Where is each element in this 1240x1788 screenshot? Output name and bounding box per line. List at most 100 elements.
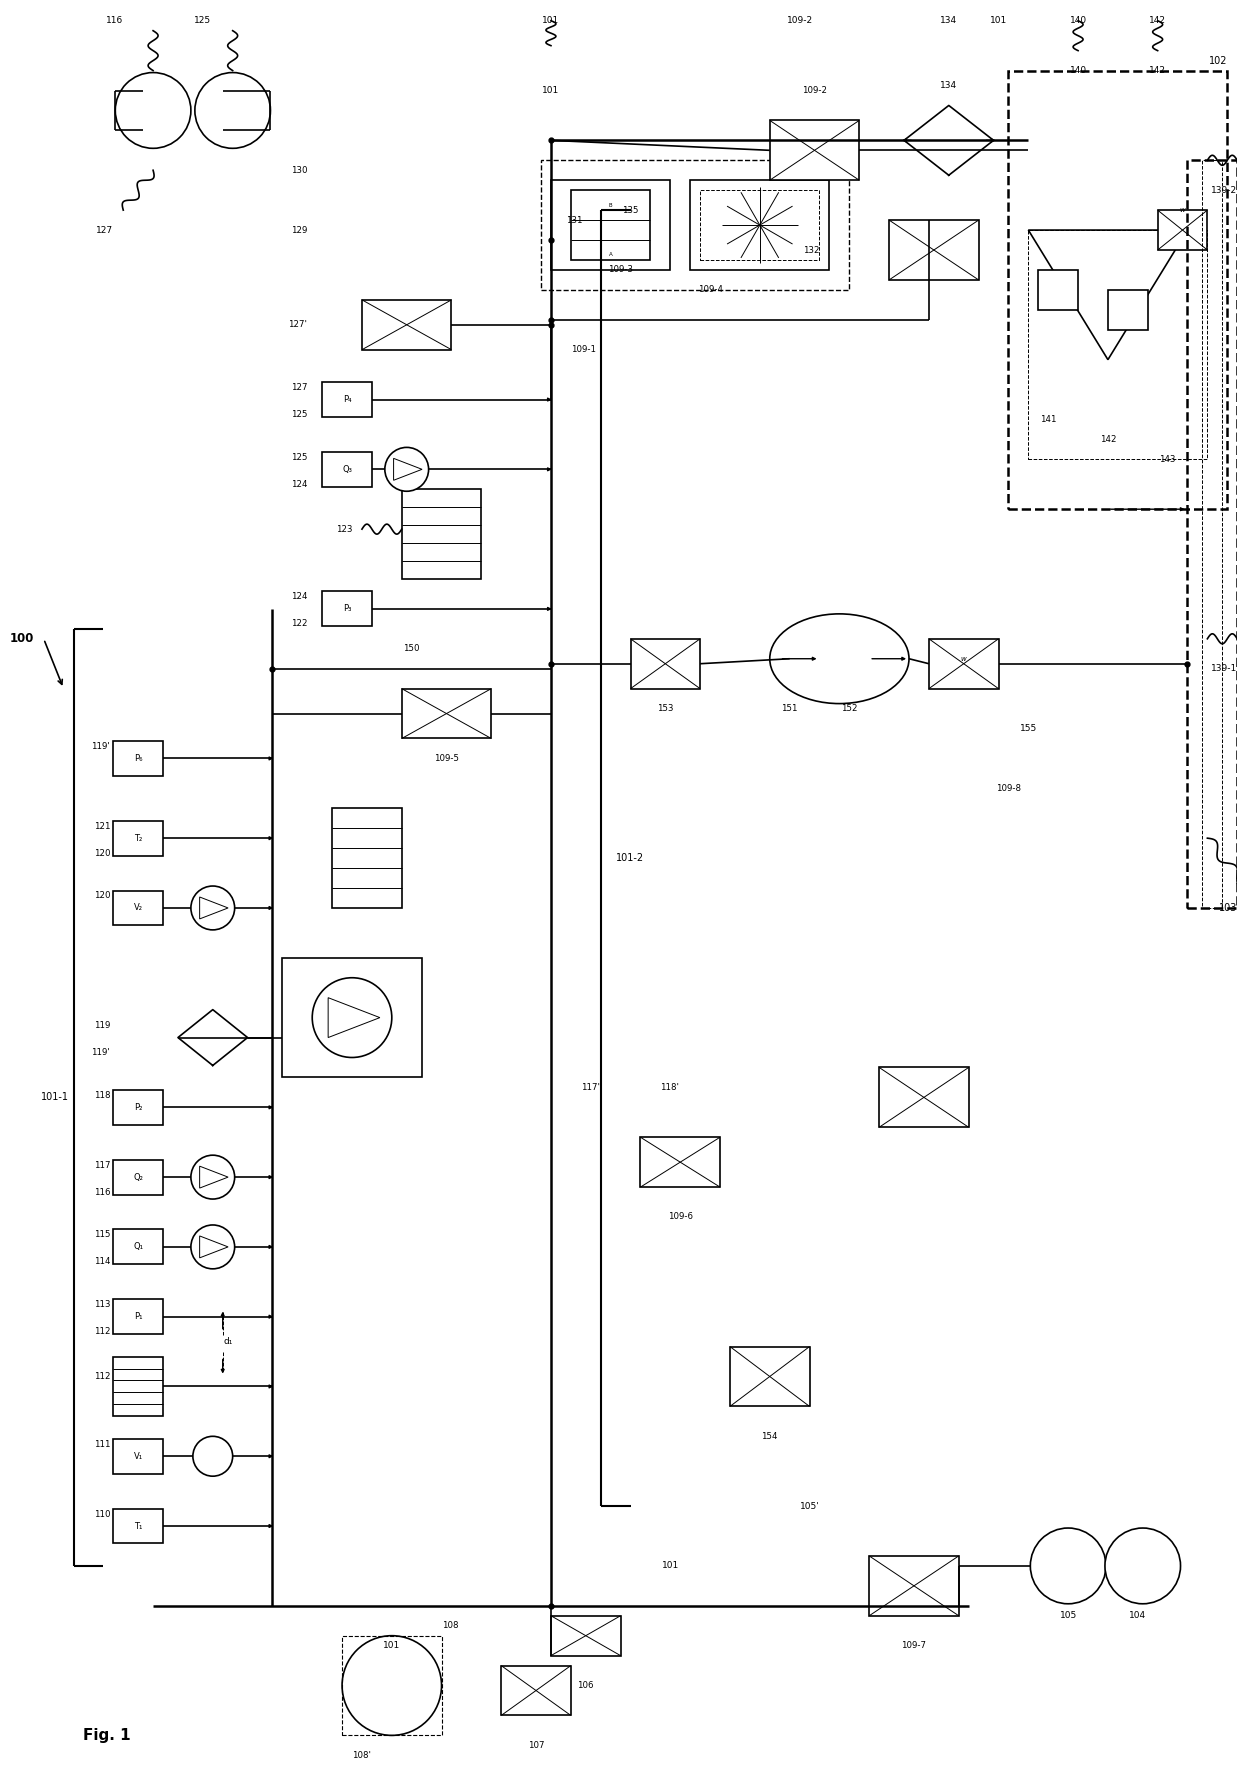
Text: 142: 142 xyxy=(1100,434,1116,443)
Text: Fig. 1: Fig. 1 xyxy=(83,1727,131,1743)
Bar xyxy=(332,808,402,908)
Bar xyxy=(691,181,830,270)
Text: 130: 130 xyxy=(290,166,308,175)
Text: 125: 125 xyxy=(195,16,211,25)
Text: P₆: P₆ xyxy=(134,755,143,763)
Polygon shape xyxy=(393,458,422,481)
Bar xyxy=(342,1636,441,1736)
Bar xyxy=(541,161,849,290)
Text: 125: 125 xyxy=(290,409,308,418)
Polygon shape xyxy=(200,898,228,919)
Polygon shape xyxy=(329,998,379,1037)
Bar xyxy=(551,1616,620,1656)
Text: T₂: T₂ xyxy=(134,833,143,842)
Text: 155: 155 xyxy=(1019,724,1037,733)
Bar xyxy=(283,958,422,1078)
Text: 110: 110 xyxy=(94,1509,110,1518)
Bar xyxy=(1188,161,1238,908)
Text: P₄: P₄ xyxy=(342,395,351,404)
Text: 120: 120 xyxy=(94,849,110,858)
Text: 101-2: 101-2 xyxy=(615,853,644,864)
Text: 118: 118 xyxy=(94,1091,110,1100)
Circle shape xyxy=(1105,1529,1180,1604)
Circle shape xyxy=(191,887,234,930)
Text: 109-2: 109-2 xyxy=(786,16,812,25)
Text: 127: 127 xyxy=(97,225,113,234)
Circle shape xyxy=(195,73,270,148)
Text: Q₃: Q₃ xyxy=(342,465,352,474)
Text: 105: 105 xyxy=(1059,1611,1076,1620)
Bar xyxy=(1203,161,1223,908)
Bar xyxy=(113,890,162,926)
Text: 109-6: 109-6 xyxy=(667,1212,693,1221)
Text: 101: 101 xyxy=(542,86,559,95)
Text: 125: 125 xyxy=(290,452,308,461)
Text: 109-8: 109-8 xyxy=(996,783,1021,792)
Text: B: B xyxy=(609,202,613,207)
Bar xyxy=(113,1439,162,1473)
Text: 113: 113 xyxy=(94,1300,110,1309)
Text: 101-1: 101-1 xyxy=(41,1092,68,1103)
Text: P₁: P₁ xyxy=(134,1312,143,1321)
Bar xyxy=(402,490,481,579)
Bar xyxy=(113,1300,162,1334)
Bar xyxy=(879,1067,968,1126)
Bar xyxy=(730,1346,810,1407)
Text: 105': 105' xyxy=(800,1502,820,1511)
Bar xyxy=(640,1137,720,1187)
Text: 101: 101 xyxy=(542,16,559,25)
Text: 139-2: 139-2 xyxy=(1211,186,1238,195)
Circle shape xyxy=(191,1155,234,1200)
Ellipse shape xyxy=(770,613,909,704)
Text: V₂: V₂ xyxy=(134,903,143,912)
Text: 103: 103 xyxy=(1219,903,1238,914)
Bar xyxy=(322,383,372,417)
Text: 150: 150 xyxy=(403,644,420,653)
Text: 112: 112 xyxy=(94,1327,110,1336)
Text: 119': 119' xyxy=(92,1048,110,1057)
Bar xyxy=(113,1357,162,1416)
Text: 135: 135 xyxy=(622,206,639,215)
Text: 109-1: 109-1 xyxy=(570,345,596,354)
Text: 121: 121 xyxy=(94,822,110,831)
Text: 109-2: 109-2 xyxy=(802,86,827,95)
Text: 124: 124 xyxy=(290,592,308,601)
Bar xyxy=(1008,70,1228,510)
Text: 119: 119 xyxy=(94,1021,110,1030)
Text: w: w xyxy=(1179,207,1185,213)
Text: 139-1: 139-1 xyxy=(1211,663,1238,674)
Bar xyxy=(770,120,859,181)
Text: 101: 101 xyxy=(662,1561,680,1570)
Bar xyxy=(1107,290,1148,329)
Bar xyxy=(113,821,162,856)
Text: 108': 108' xyxy=(352,1750,372,1759)
Text: 132: 132 xyxy=(804,245,820,254)
Text: 134: 134 xyxy=(940,16,957,25)
Text: V₁: V₁ xyxy=(134,1452,143,1461)
Text: 109-5: 109-5 xyxy=(434,755,459,763)
Text: A: A xyxy=(609,252,613,257)
Polygon shape xyxy=(200,1166,228,1187)
Text: 100: 100 xyxy=(10,633,33,645)
Bar xyxy=(1038,270,1078,309)
Bar xyxy=(551,181,671,270)
Text: 109-4: 109-4 xyxy=(698,286,723,295)
Bar xyxy=(322,452,372,486)
Bar xyxy=(869,1556,959,1616)
Text: Q₂: Q₂ xyxy=(133,1173,143,1182)
Circle shape xyxy=(1030,1529,1106,1604)
Bar xyxy=(630,638,701,688)
Bar xyxy=(701,190,820,259)
Text: 118': 118' xyxy=(661,1084,680,1092)
Text: 142: 142 xyxy=(1149,66,1166,75)
Text: 122: 122 xyxy=(290,619,308,628)
Text: 141: 141 xyxy=(1040,415,1056,424)
Bar xyxy=(1028,231,1208,460)
Text: 131: 131 xyxy=(565,216,583,225)
Bar xyxy=(929,638,998,688)
Text: 116: 116 xyxy=(105,16,123,25)
Bar xyxy=(113,1509,162,1543)
Text: 104: 104 xyxy=(1130,1611,1146,1620)
Bar xyxy=(113,1230,162,1264)
Text: 151: 151 xyxy=(781,704,797,713)
